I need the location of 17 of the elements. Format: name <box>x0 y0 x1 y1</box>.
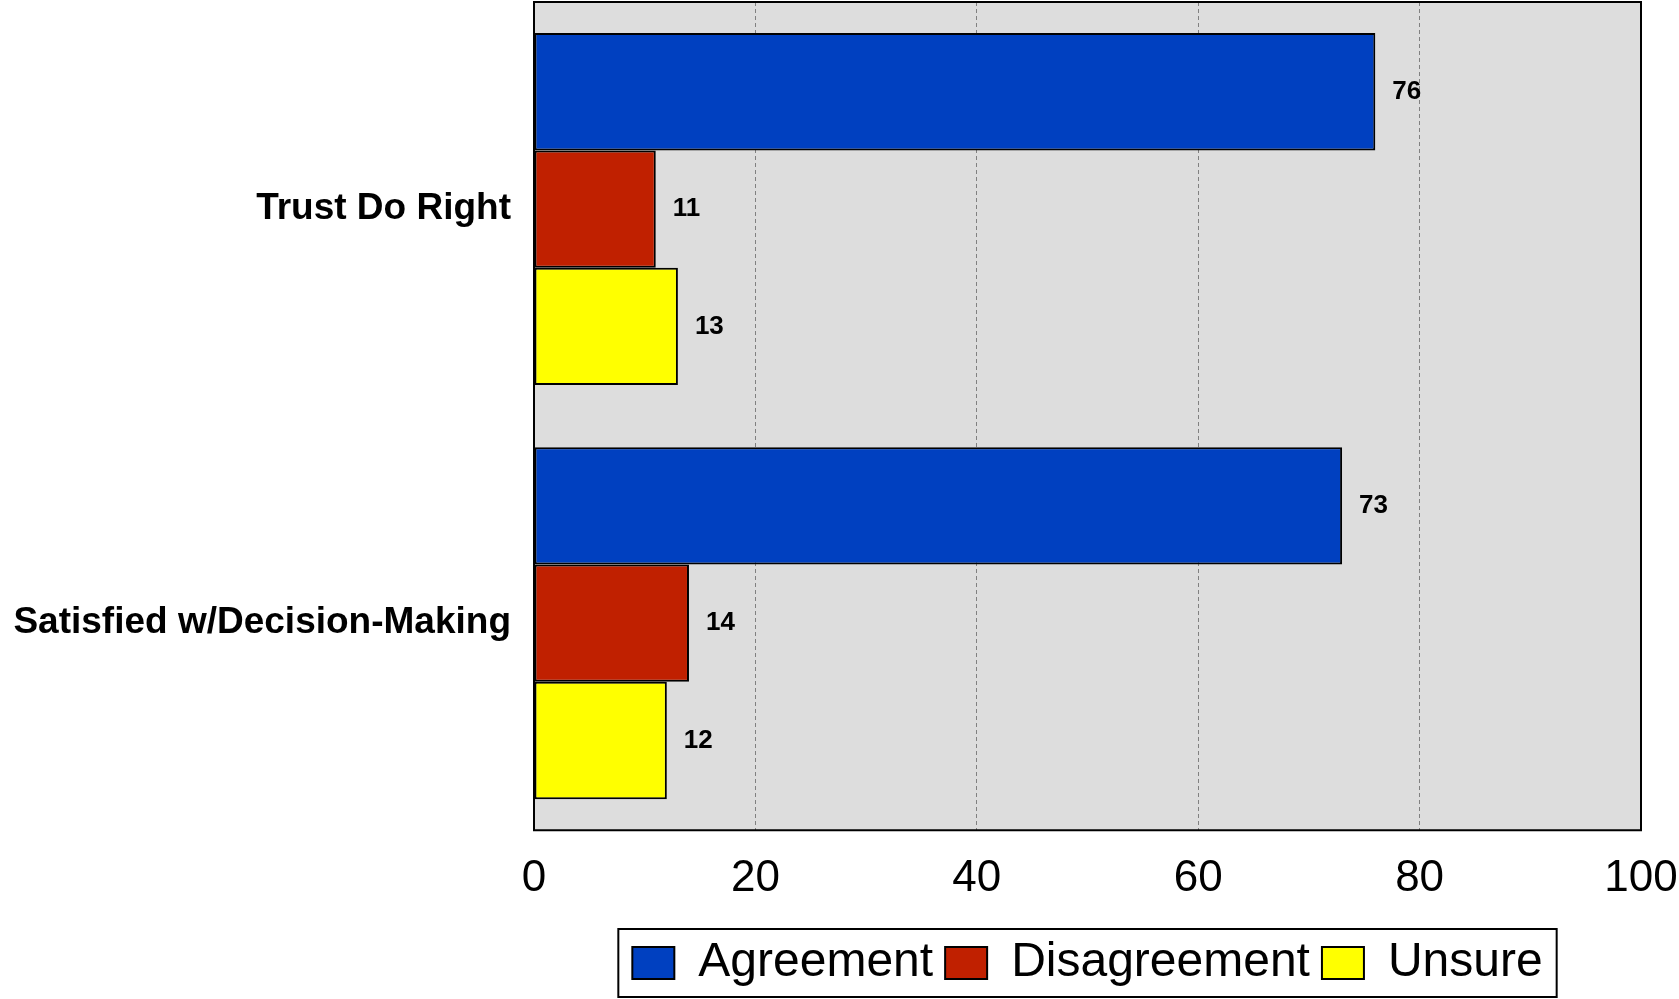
x-tick-label: 80 <box>1395 850 1445 900</box>
legend-label: Agreement <box>698 933 934 987</box>
data-label: 14 <box>705 606 736 637</box>
data-label: 11 <box>672 192 701 223</box>
y-tick-label: Satisfied w/Decision-Making <box>13 600 511 642</box>
legend-label: Unsure <box>1387 933 1543 987</box>
x-tick-label: 100 <box>1604 850 1678 900</box>
data-label: 12 <box>683 723 713 754</box>
data-label: 76 <box>1392 74 1422 105</box>
y-tick-label: Trust Do Right <box>256 186 511 228</box>
x-tick-label: 0 <box>521 850 547 900</box>
legend-label: Disagreement <box>1011 933 1310 987</box>
data-label: 73 <box>1359 488 1389 519</box>
x-tick-label: 60 <box>1173 850 1223 900</box>
data-label: 13 <box>694 309 724 340</box>
x-tick-label: 40 <box>952 850 1002 900</box>
x-tick-label: 20 <box>730 850 780 900</box>
